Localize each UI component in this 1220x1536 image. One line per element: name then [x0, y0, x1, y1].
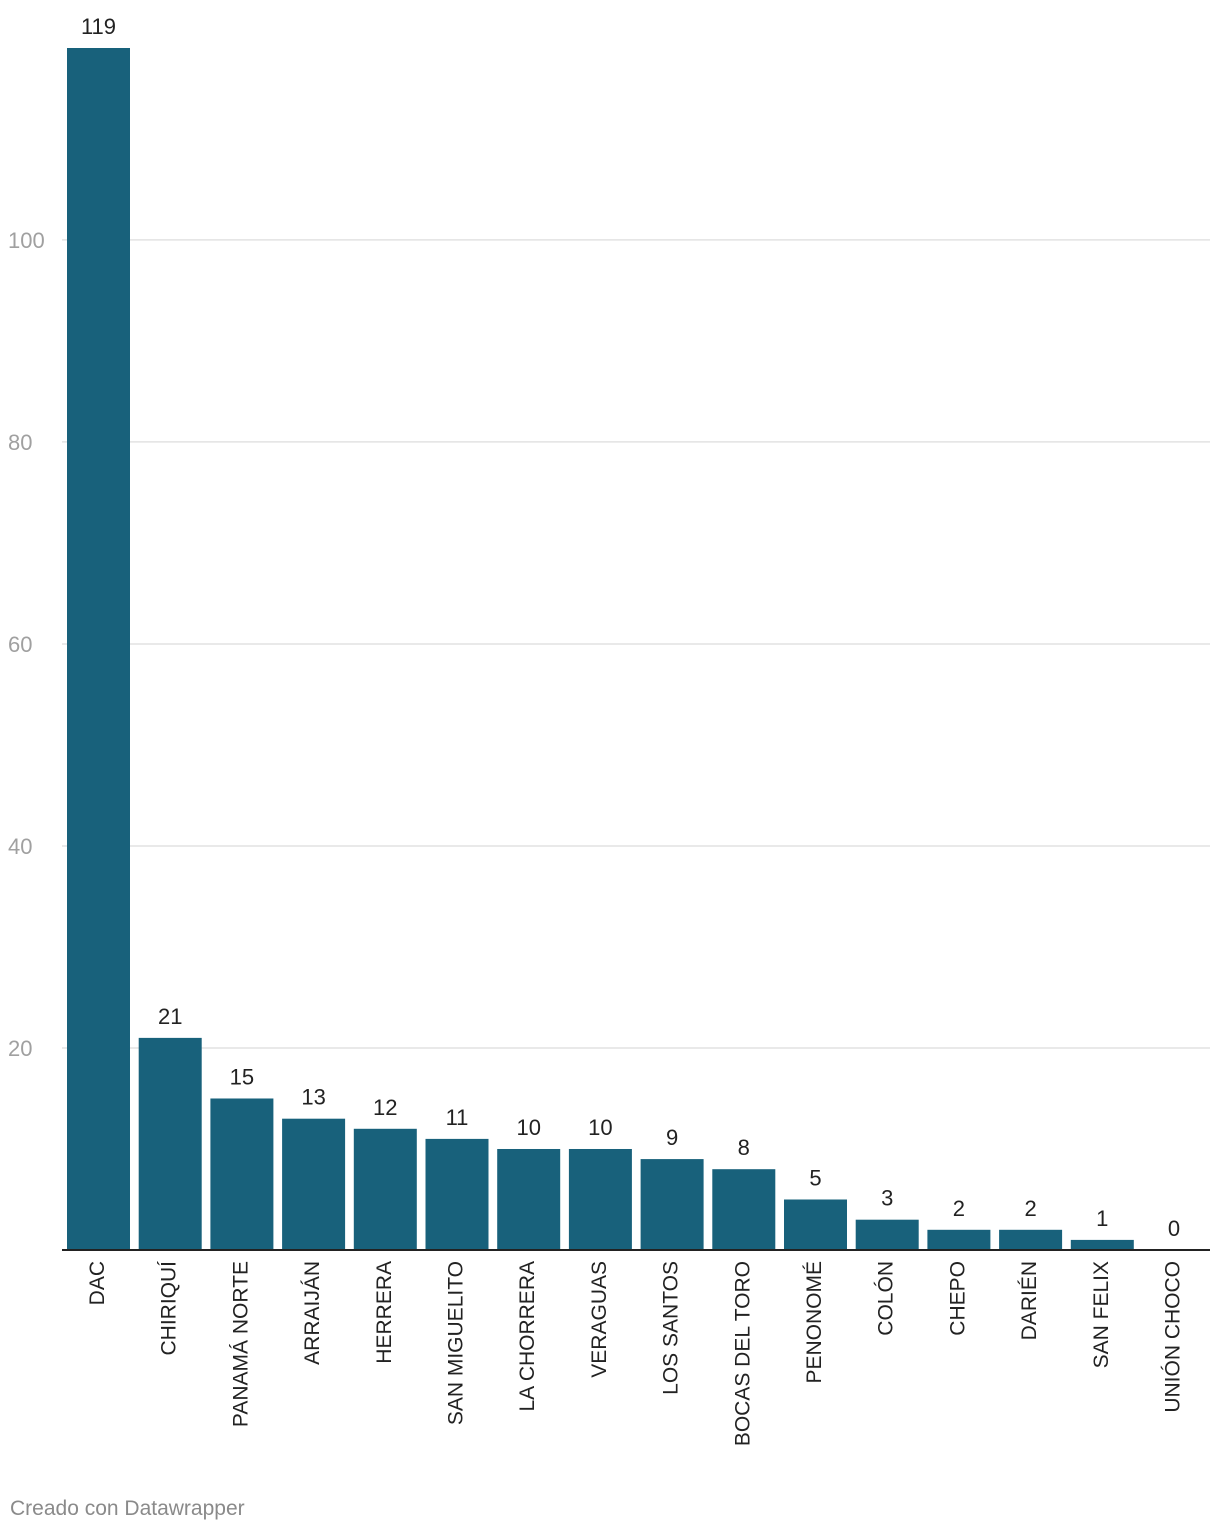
value-label: 10	[516, 1115, 540, 1140]
value-label: 0	[1168, 1216, 1180, 1241]
value-label: 5	[809, 1165, 821, 1190]
value-label: 8	[738, 1135, 750, 1160]
value-label: 13	[301, 1085, 325, 1110]
bar	[425, 1138, 489, 1250]
y-tick-label: 80	[8, 430, 32, 455]
value-label: 9	[666, 1125, 678, 1150]
y-tick-label: 40	[8, 834, 32, 859]
category-label: BOCAS DEL TORO	[731, 1261, 754, 1446]
category-label: VERAGUAS	[588, 1261, 611, 1378]
category-label: CHEPO	[946, 1261, 969, 1336]
bar	[999, 1229, 1063, 1250]
bar	[497, 1148, 561, 1250]
category-label: UNIÓN CHOCO	[1162, 1261, 1185, 1413]
bar	[712, 1169, 776, 1250]
bar	[353, 1128, 417, 1250]
category-label: SAN MIGUELITO	[445, 1261, 468, 1425]
bar	[640, 1159, 704, 1250]
category-label: LA CHORRERA	[516, 1261, 539, 1412]
bar	[138, 1037, 202, 1250]
bar	[568, 1148, 632, 1250]
category-label: HERRERA	[373, 1261, 396, 1364]
category-label: ARRAIJÁN	[301, 1261, 324, 1365]
value-label: 10	[588, 1115, 612, 1140]
value-label: 21	[158, 1004, 182, 1029]
bar	[784, 1199, 847, 1250]
value-label: 2	[1024, 1196, 1036, 1221]
y-tick-label: 100	[8, 228, 45, 253]
bar	[855, 1219, 919, 1250]
y-tick-label: 60	[8, 632, 32, 657]
category-label: DAC	[86, 1261, 109, 1305]
value-label: 1	[1096, 1206, 1108, 1231]
value-label: 3	[881, 1186, 893, 1211]
category-label: PANAMÁ NORTE	[229, 1261, 252, 1427]
value-label: 12	[373, 1095, 397, 1120]
category-label: CHIRIQUÍ	[158, 1261, 181, 1356]
y-tick-label: 20	[8, 1036, 32, 1061]
value-label: 2	[953, 1196, 965, 1221]
category-label: COLÓN	[875, 1261, 898, 1336]
bar	[1070, 1239, 1134, 1250]
bar	[210, 1098, 274, 1250]
value-label: 15	[230, 1064, 254, 1089]
credit-text: Creado con Datawrapper	[10, 1497, 245, 1520]
bar	[927, 1229, 991, 1250]
category-label: PENONOMÉ	[803, 1261, 826, 1384]
category-label: LOS SANTOS	[660, 1261, 683, 1395]
category-label: SAN FELIX	[1090, 1261, 1113, 1368]
bar	[282, 1118, 346, 1250]
category-label: DARIÉN	[1018, 1261, 1041, 1340]
value-label: 11	[446, 1105, 469, 1130]
bar	[67, 48, 130, 1250]
value-label: 119	[81, 14, 116, 39]
